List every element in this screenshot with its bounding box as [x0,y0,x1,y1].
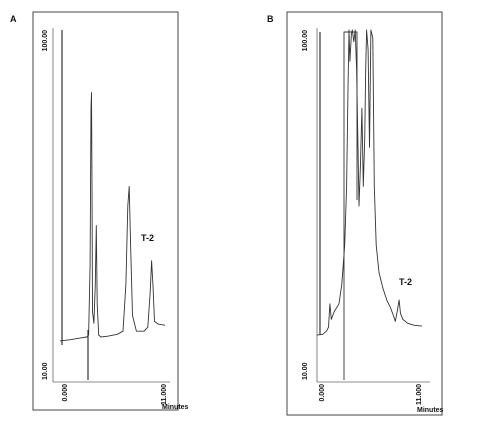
panel-a-frame [32,11,179,411]
panel-a-x-tick-max: 11.000 [161,384,168,405]
panel-b-x-tick-min: 0.000 [319,384,326,402]
chromatogram-panel-a: A 100.00 10.00 0.000 11.000 Minutes T-2 [10,11,189,411]
panel-label-a: A [10,14,17,24]
panel-b-x-axis-label: Minutes [417,407,444,414]
panel-a-trace [59,92,166,342]
panel-b-x-tick-max: 11.000 [416,384,423,405]
panel-b-frame [286,11,443,416]
panel-b-y-tick-min: 10.00 [302,362,309,380]
panel-a-y-tick-min: 10.00 [42,362,49,380]
chromatogram-panel-b: B 100.00 10.00 0.000 11.000 Minutes T-2 [267,11,444,416]
panel-b-trace [316,29,423,336]
panel-b-peak-annotation: T-2 [399,277,412,287]
panel-a-x-tick-min: 0.000 [62,384,69,402]
panel-a-y-tick-max: 100.00 [42,30,49,52]
panel-label-b: B [267,14,274,24]
panel-b-y-tick-max: 100.00 [302,30,309,52]
panel-a-peak-annotation: T-2 [141,233,154,243]
panel-a-x-axis-label: Minutes [162,404,189,411]
